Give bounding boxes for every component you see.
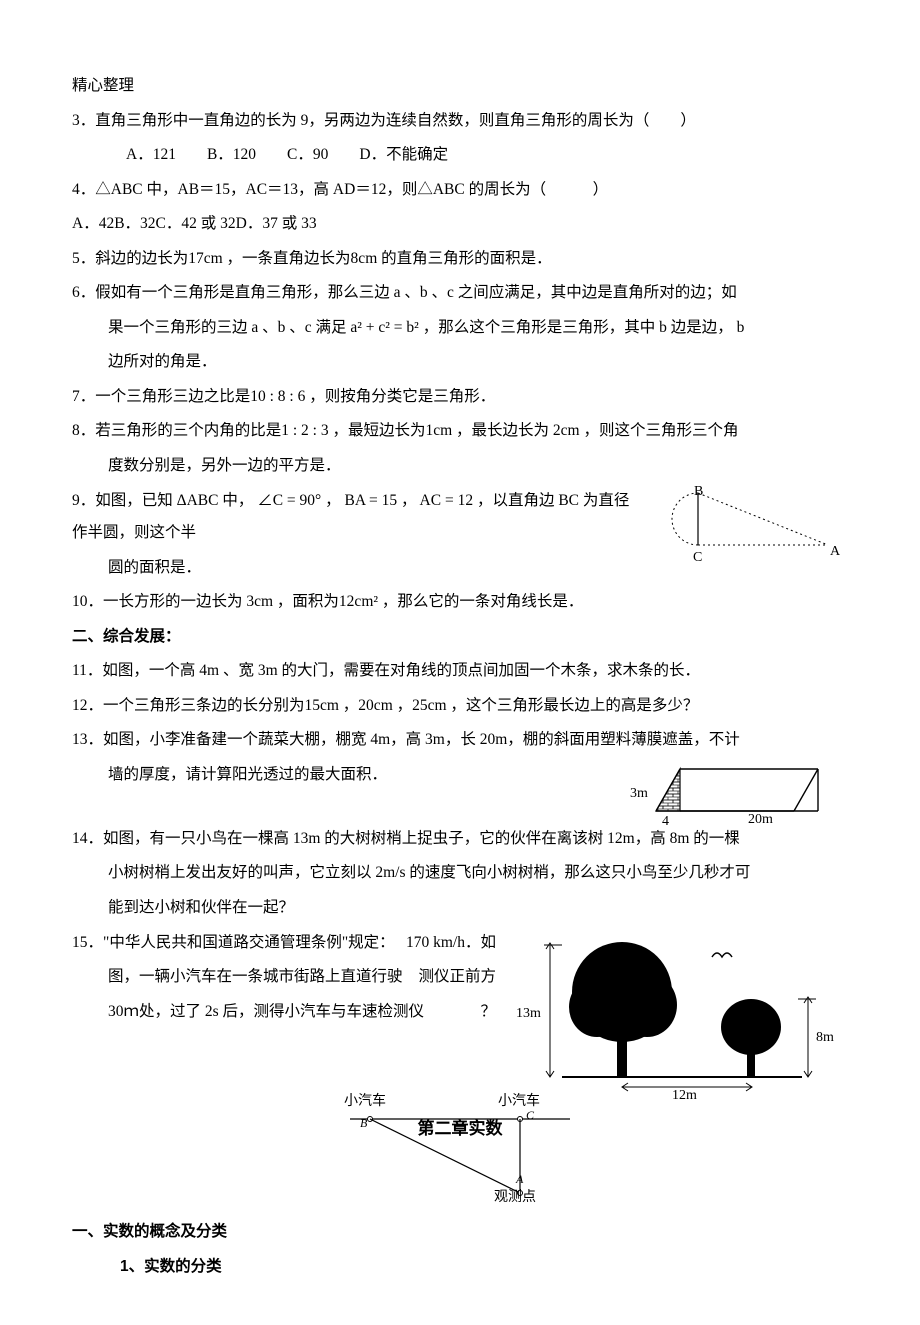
fig9-label-b: B bbox=[694, 477, 703, 506]
q6-line1: 6．假如有一个三角形是直角三角形，那么三边 a 、b 、c 之间应满足，其中边是… bbox=[72, 277, 848, 310]
q15-l1a: 15．"中华人民共和国道路交通管理条例"规定： bbox=[72, 934, 395, 951]
fig13-label-w: 4 bbox=[662, 807, 669, 836]
q12-text: 12．一个三角形三条边的长分别为15cm ，20cm ，25cm ，这个三角形最… bbox=[72, 690, 848, 723]
doc-header: 精心整理 bbox=[72, 70, 848, 103]
q8-line1: 8．若三角形的三个内角的比是1 : 2 : 3 ，最短边长为1cm ，最长边长为… bbox=[72, 415, 848, 448]
q15-l2a: 图，一辆小汽车在一条城市街路上直道行驶 bbox=[108, 968, 403, 985]
fig15-c: C bbox=[526, 1103, 534, 1128]
figure-q14: 13m 8m 12m bbox=[502, 927, 842, 1097]
q7-text: 7．一个三角形三边之比是10 : 8 : 6 ，则按角分类它是三角形． bbox=[72, 381, 848, 414]
q3-text: 3．直角三角形中一直角边的长为 9，另两边为连续自然数，则直角三角形的周长为（ … bbox=[72, 105, 848, 138]
fig14-label-13m: 13m bbox=[516, 999, 541, 1028]
fig13-label-l: 20m bbox=[748, 805, 773, 834]
q8-line2: 度数分别是，另外一边的平方是． bbox=[72, 450, 848, 483]
q11-text: 11．如图，一个高 4m 、宽 3m 的大门，需要在对角线的顶点间加固一个木条，… bbox=[72, 655, 848, 688]
fig9-label-a: A bbox=[830, 537, 840, 566]
fig13-label-h: 3m bbox=[630, 779, 648, 808]
q13-line1: 13．如图，小李准备建一个蔬菜大棚，棚宽 4m，高 3m，长 20m，棚的斜面用… bbox=[72, 724, 848, 757]
q6-line3: 边所对的角是． bbox=[72, 346, 848, 379]
fig9-label-c: C bbox=[693, 543, 702, 572]
q15-l1b: 170 km/h．如 bbox=[406, 927, 496, 960]
section-2-title: 二、综合发展： bbox=[72, 621, 848, 654]
figure-q13: 3m 4 20m bbox=[628, 755, 838, 823]
q4-options: A．42B．32C．42 或 32D．37 或 33 bbox=[72, 208, 848, 241]
q15-l2b: 测仪正前方 bbox=[418, 961, 496, 994]
fig14-label-8m: 8m bbox=[816, 1023, 834, 1052]
figure-q15: 小汽车 小汽车 B C A 观测点 bbox=[330, 1089, 590, 1199]
q15-l3b: ？ bbox=[480, 996, 496, 1029]
section-real-1: 1、实数的分类 bbox=[72, 1251, 848, 1284]
q9-line1a: 9．如图，已知 ΔABC 中， ∠C = 90° ， BA = 15 ， AC … bbox=[72, 492, 492, 509]
q4-text: 4．△ABC 中，AB＝15，AC＝13，高 AD＝12，则△ABC 的周长为（… bbox=[72, 174, 848, 207]
q15-l3a: 30ｍ处，过了 2s 后，测得小汽车与车速检测仪 bbox=[108, 1003, 424, 1020]
q14-line1: 14．如图，有一只小鸟在一棵高 13m 的大树树梢上捉虫子，它的伙伴在离该树 1… bbox=[72, 823, 848, 856]
q14-line3: 能到达小树和伙伴在一起？ bbox=[72, 892, 848, 925]
q10-text: 10．一长方形的一边长为 3cm ，面积为12cm² ，那么它的一条对角线长是． bbox=[72, 586, 848, 619]
fig14-label-12m: 12m bbox=[672, 1081, 697, 1110]
section-real-title: 一、实数的概念及分类 bbox=[72, 1216, 848, 1249]
fig15-obs: 观测点 bbox=[494, 1183, 536, 1212]
q14-line2: 小树树梢上发出友好的叫声，它立刻以 2m/s 的速度飞向小树树梢，那么这只小鸟至… bbox=[72, 857, 848, 890]
fig15-b: B bbox=[360, 1111, 367, 1136]
q3-options: A．121 B．120 C．90 D．不能确定 bbox=[72, 139, 848, 172]
q6-line2: 果一个三角形的三边 a 、b 、c 满足 a² + c² = b² ，那么这个三… bbox=[72, 312, 848, 345]
figure-q9: B C A bbox=[638, 485, 848, 557]
q5-text: 5．斜边的边长为17cm ，一条直角边长为8cm 的直角三角形的面积是． bbox=[72, 243, 848, 276]
